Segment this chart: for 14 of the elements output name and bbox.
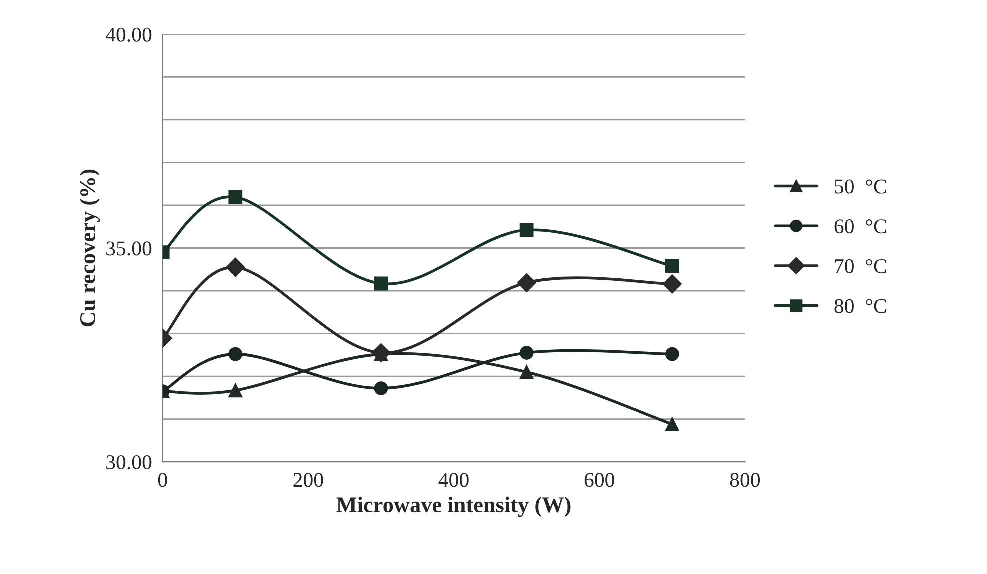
legend-label: 80 °C [834,299,886,314]
x-tick-label: 800 [730,473,760,488]
y-axis-title: Cu recovery (%) [80,170,100,327]
legend-label: 70 °C [835,259,886,274]
x-tick-label: 400 [438,473,469,488]
x-tick-label: 0 [158,473,168,488]
x-tick-label: 600 [584,473,614,488]
legend-label: 60 °C [834,220,886,234]
legend-label: 50 °C [835,180,886,194]
y-tick-label: 40.00 [106,28,152,42]
y-tick-label: 35.00 [106,242,152,256]
y-tick-label: 30.00 [106,455,152,470]
x-axis-title: Microwave intensity (W) [336,496,571,518]
x-tick-label: 200 [294,473,324,488]
